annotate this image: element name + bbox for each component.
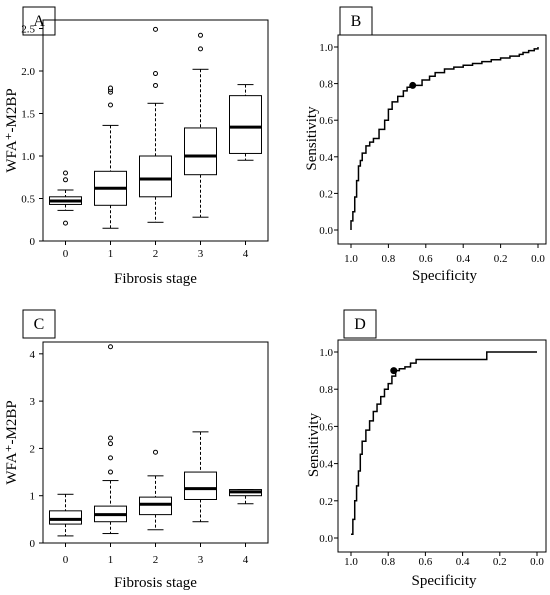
panel-d-x-axis-label: Specificity [412,573,477,589]
panel-a-box-3 [184,127,217,176]
panel-d-label: D [354,316,366,333]
panel-c-outlier [108,469,113,475]
panel-b-roc-curve [350,47,539,230]
panel-a-box-4 [229,95,262,154]
panel-c-y-axis-label: WFA⁺-M2BP [4,400,20,484]
panel-a-box-2 [139,155,172,198]
panel-d-label-box [343,309,377,339]
panel-c-outlier [108,441,113,447]
panel-d-plot-frame [337,339,547,553]
panel-a-outlier [198,46,203,52]
panel-a-label-box [22,6,56,36]
panel-d-y-tick-label: 0.0 [319,533,333,545]
panel-d-cutoff-point [390,367,398,375]
panel-c-y-tick-label: 2 [30,443,36,455]
panel-c-x-tick-label: 2 [153,554,159,566]
panel-c-y-tick-label: 4 [30,349,36,361]
panel-d-y-axis-label: Sensitivity [306,412,322,477]
panel-b-y-tick-label: 0.2 [319,188,333,200]
panel-a-y-axis-label: WFA⁺-M2BP [4,88,20,172]
panel-d-y-tick-label: 0.6 [319,421,333,433]
panel-c-box-2 [139,496,172,516]
panel-b-x-tick-label: 0.0 [531,253,545,265]
panel-c-x-axis-label: Fibrosis stage [114,575,197,591]
panel-c-box-3 [184,471,217,500]
panel-a-outlier [153,26,158,32]
panel-b-y-tick-label: 0.0 [319,225,333,237]
panel-b-y-tick-label: 0.4 [319,152,333,164]
panel-d-roc-curve [351,351,537,536]
panel-a-outlier [108,85,113,91]
panel-b-y-tick-label: 1.0 [319,42,333,54]
panel-d-x-tick-label: 0.0 [530,556,544,568]
panel-a-y-tick-label: 1.0 [21,151,35,163]
panel-a-x-axis-label: Fibrosis stage [114,271,197,287]
panel-c-box-0 [49,510,82,525]
panel-c-x-tick-label: 4 [243,554,249,566]
panel-d-x-tick-label: 0.8 [381,556,395,568]
panel-a-label: A [33,13,45,30]
panel-c-x-tick-label: 1 [108,554,114,566]
panel-d-y-tick-label: 0.2 [319,496,333,508]
panel-d-x-tick-label: 0.2 [493,556,507,568]
panel-c-x-tick-label: 0 [63,554,69,566]
panel-b-x-tick-label: 0.4 [456,253,470,265]
panel-b-cutoff-point [409,81,417,89]
panel-a-y-tick-label: 0 [30,236,36,248]
panel-c-label: C [34,316,45,333]
panel-a-outlier [153,82,158,88]
panel-a-outlier [63,170,68,176]
panel-d-y-tick-label: 0.4 [319,459,333,471]
panel-b-y-tick-label: 0.6 [319,115,333,127]
panel-c-label-box [22,309,56,339]
panel-c-outlier [108,455,113,461]
panel-d-x-tick-label: 1.0 [344,556,358,568]
panel-c-y-tick-label: 0 [30,538,36,550]
panel-a-outlier [198,32,203,38]
panel-b-y-axis-label: Sensitivity [304,106,320,171]
panel-a-x-tick-label: 4 [243,248,249,260]
panel-c-y-tick-label: 1 [30,491,36,503]
panel-a-outlier [108,102,113,108]
panel-b-x-tick-label: 0.2 [494,253,508,265]
panel-d-x-tick-label: 0.6 [419,556,433,568]
panel-b-label-box [339,6,373,36]
panel-a-y-tick-label: 1.5 [21,109,35,121]
panel-d-x-tick-label: 0.4 [456,556,470,568]
panel-a-x-tick-label: 2 [153,248,159,260]
panel-d-y-tick-label: 1.0 [319,347,333,359]
panel-a-y-tick-label: 2.0 [21,66,35,78]
panel-b-x-tick-label: 1.0 [344,253,358,265]
panel-a-outlier [153,71,158,77]
panel-c-x-tick-label: 3 [198,554,204,566]
panel-b-x-tick-label: 0.8 [382,253,396,265]
panel-d-y-tick-label: 0.8 [319,384,333,396]
panel-b-plot-frame [337,34,547,245]
panel-b-y-tick-label: 0.8 [319,79,333,91]
panel-a-outlier [63,220,68,226]
panel-a-x-tick-label: 0 [63,248,69,260]
panel-a-x-tick-label: 1 [108,248,114,260]
panel-b-x-tick-label: 0.6 [419,253,433,265]
panel-b-x-axis-label: Specificity [412,268,477,284]
panel-c-outlier [108,435,113,441]
panel-a-x-tick-label: 3 [198,248,204,260]
panel-c-outlier [153,449,158,455]
panel-b-label: B [351,13,362,30]
panel-a-outlier [63,177,68,183]
panel-c-outlier [108,344,113,350]
panel-a-y-tick-label: 0.5 [21,194,35,206]
panel-c-y-tick-label: 3 [30,396,36,408]
panel-a-y-tick-label: 2.5 [21,24,35,36]
